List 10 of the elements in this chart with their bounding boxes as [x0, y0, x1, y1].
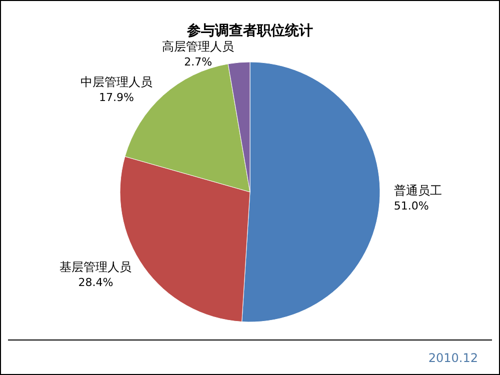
chart-title: 参与调查者职位统计 [186, 22, 313, 39]
slice-label: 高层管理人员 [162, 40, 234, 54]
slice-label: 普通员工 [394, 183, 442, 198]
slice-label: 基层管理人员 [60, 260, 132, 274]
data-label: 28.4% [78, 276, 114, 289]
text: 2010.12 [428, 351, 478, 365]
data-label: 17.9% [98, 90, 134, 104]
data-label: 51.0% [394, 199, 429, 212]
data-label: 2.7% [184, 56, 212, 69]
slice-label: 中层管理人员 [80, 74, 152, 89]
